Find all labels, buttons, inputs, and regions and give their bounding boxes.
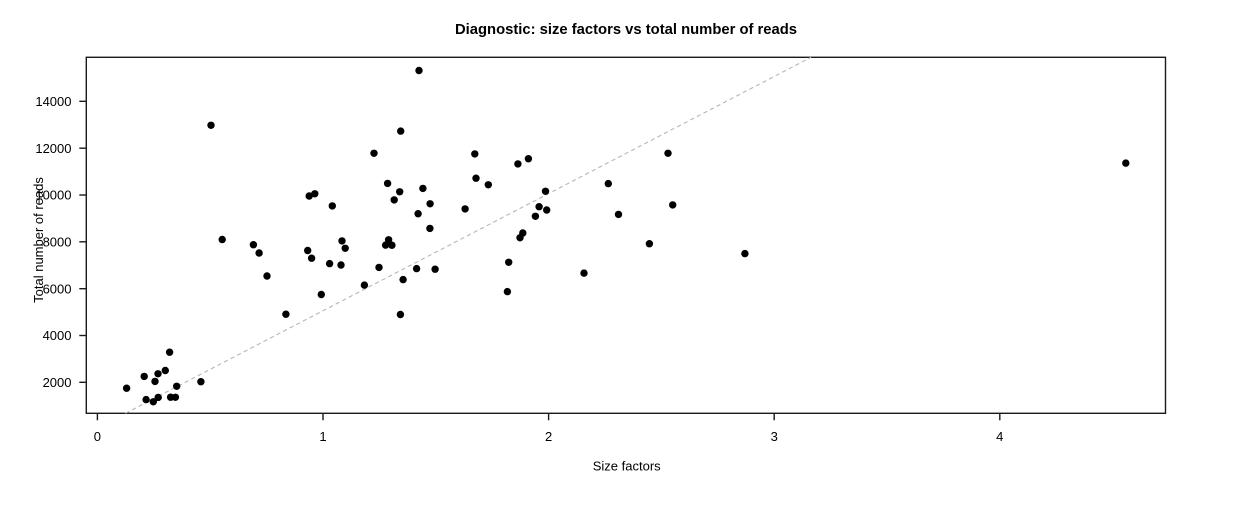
svg-text:1: 1 [319,429,326,444]
svg-text:8000: 8000 [43,234,72,249]
svg-text:0: 0 [94,429,101,444]
svg-text:6000: 6000 [43,281,72,296]
svg-text:2: 2 [545,429,552,444]
svg-text:12000: 12000 [35,141,71,156]
svg-text:4: 4 [996,429,1003,444]
svg-text:Total number of reads: Total number of reads [31,177,46,303]
svg-text:Size factors: Size factors [593,459,661,474]
svg-text:Diagnostic: size factors vs to: Diagnostic: size factors vs total number… [455,22,797,38]
svg-text:2000: 2000 [43,375,72,390]
svg-text:4000: 4000 [43,328,72,343]
svg-text:3: 3 [771,429,778,444]
svg-text:10000: 10000 [35,188,71,203]
svg-text:14000: 14000 [35,94,71,109]
